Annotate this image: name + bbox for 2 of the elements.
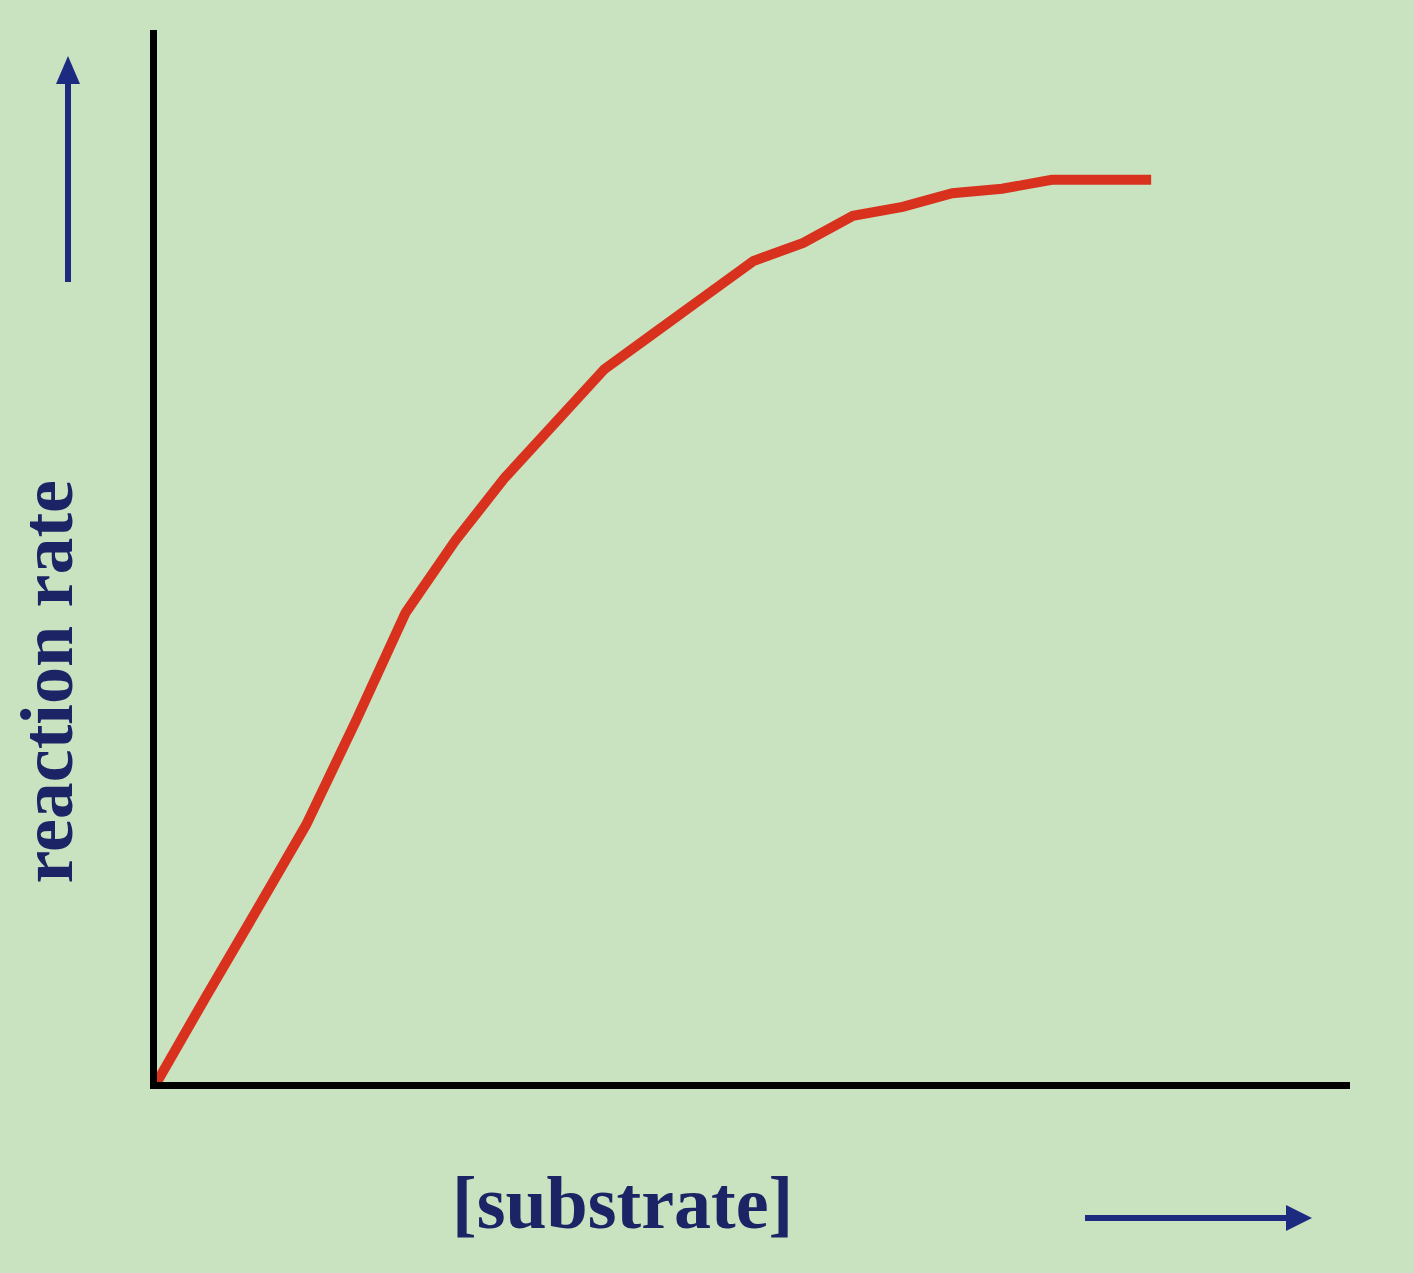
y-axis-title: reaction rate [6,480,88,884]
x-axis-title: [substrate] [452,1162,794,1244]
